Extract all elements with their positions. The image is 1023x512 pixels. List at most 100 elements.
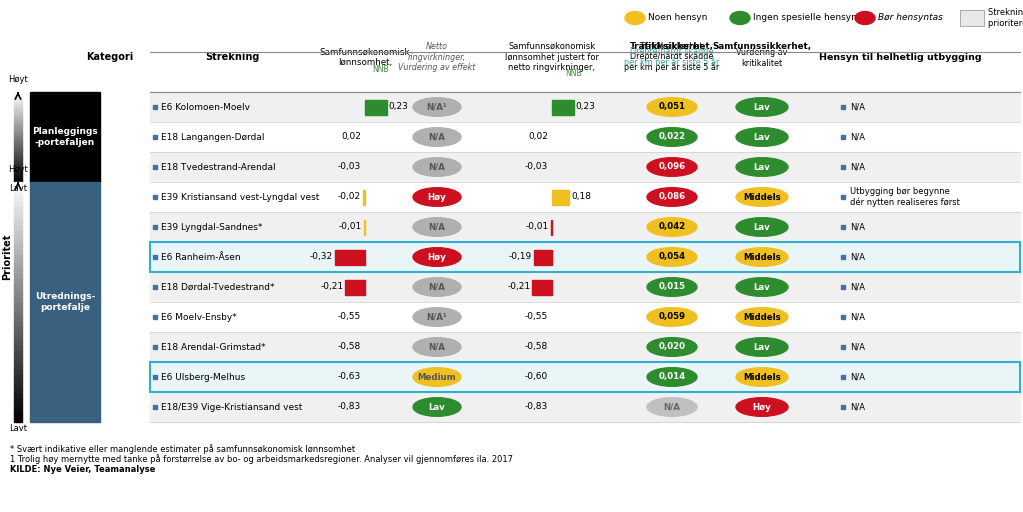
Text: Middels: Middels <box>743 373 781 381</box>
Bar <box>14 278 23 283</box>
Bar <box>14 288 23 292</box>
Text: E39 Kristiansand vest-Lyngdal vest: E39 Kristiansand vest-Lyngdal vest <box>161 193 319 202</box>
Bar <box>14 297 23 302</box>
Ellipse shape <box>730 11 750 25</box>
Bar <box>14 173 23 175</box>
Text: Drepte/hardt skadde
per km per år siste 5 år: Drepte/hardt skadde per km per år siste … <box>624 47 719 67</box>
Text: E6 Kolomoen-Moelv: E6 Kolomoen-Moelv <box>161 102 250 112</box>
Bar <box>14 166 23 167</box>
Ellipse shape <box>647 278 697 296</box>
Bar <box>14 164 23 166</box>
Bar <box>552 189 569 204</box>
Text: 0,02: 0,02 <box>528 133 548 141</box>
Bar <box>14 244 23 249</box>
Ellipse shape <box>413 338 461 356</box>
Ellipse shape <box>647 368 697 386</box>
Text: Planleggings
-portefaljen: Planleggings -portefaljen <box>32 127 98 147</box>
Text: E6 Ulsberg-Melhus: E6 Ulsberg-Melhus <box>161 373 246 381</box>
Bar <box>14 312 23 316</box>
Text: 0,23: 0,23 <box>576 102 595 112</box>
Bar <box>14 155 23 157</box>
Bar <box>14 235 23 240</box>
Text: Middels: Middels <box>743 252 781 262</box>
Bar <box>150 272 1020 302</box>
Ellipse shape <box>647 248 697 266</box>
Ellipse shape <box>736 158 788 176</box>
Text: Høyt: Høyt <box>8 75 28 84</box>
Text: N/A: N/A <box>429 283 445 291</box>
Bar <box>14 150 23 152</box>
Text: E39 Lyngdal-Sandnes*: E39 Lyngdal-Sandnes* <box>161 223 262 231</box>
Text: N/A: N/A <box>850 133 865 141</box>
Bar <box>14 137 23 139</box>
Bar <box>14 264 23 268</box>
Bar <box>14 240 23 244</box>
Text: N/A: N/A <box>664 402 680 412</box>
Text: E6 Moelv-Ensby*: E6 Moelv-Ensby* <box>161 312 236 322</box>
Text: 1 Trolig høy mernytte med tanke på forstørrelse av bo- og arbeidsmarkedsregioner: 1 Trolig høy mernytte med tanke på forst… <box>10 454 513 464</box>
Text: 0,015: 0,015 <box>659 283 685 291</box>
Bar <box>14 97 23 99</box>
Bar <box>14 108 23 110</box>
Ellipse shape <box>413 158 461 176</box>
Text: Strekninger som
prioriteres høyere: Strekninger som prioriteres høyere <box>988 8 1023 28</box>
Bar <box>150 332 1020 362</box>
Text: Middels: Middels <box>743 193 781 202</box>
Bar <box>14 340 23 345</box>
Text: Utrednings-
portefalje: Utrednings- portefalje <box>35 292 95 312</box>
Bar <box>14 383 23 389</box>
Bar <box>14 178 23 180</box>
Bar <box>14 104 23 106</box>
Text: Høy: Høy <box>428 252 446 262</box>
Text: Bør hensyntas: Bør hensyntas <box>878 13 943 23</box>
Text: -0,32: -0,32 <box>310 252 332 262</box>
Bar <box>14 124 23 126</box>
Bar <box>14 191 23 197</box>
Bar <box>150 242 1020 272</box>
Text: Kategori: Kategori <box>86 52 134 62</box>
Bar <box>150 182 1020 212</box>
Bar <box>14 374 23 379</box>
Text: Lav: Lav <box>754 102 770 112</box>
Text: -0,58: -0,58 <box>338 343 361 352</box>
Text: -0,21: -0,21 <box>320 283 344 291</box>
Bar <box>14 101 23 103</box>
Ellipse shape <box>736 218 788 237</box>
Ellipse shape <box>647 127 697 146</box>
Bar <box>14 162 23 164</box>
Ellipse shape <box>625 11 644 25</box>
Text: Lav: Lav <box>754 162 770 172</box>
Text: Samfunnsøkonomisk
lønnsomhet,: Samfunnsøkonomisk lønnsomhet, <box>320 47 410 67</box>
Text: 0,051: 0,051 <box>659 102 685 112</box>
Text: E18 Tvedestrand-Arendal: E18 Tvedestrand-Arendal <box>161 162 275 172</box>
Bar <box>14 389 23 393</box>
Text: 0,02: 0,02 <box>341 133 361 141</box>
Text: Trafikksikkerhet,: Trafikksikkerhet, <box>630 41 714 51</box>
Ellipse shape <box>647 188 697 206</box>
Text: -0,03: -0,03 <box>338 162 361 172</box>
Bar <box>14 159 23 160</box>
Ellipse shape <box>855 11 875 25</box>
Text: N/A: N/A <box>850 343 865 352</box>
Bar <box>14 326 23 331</box>
Text: -0,21: -0,21 <box>507 283 530 291</box>
Bar <box>150 362 1020 392</box>
Text: N/A: N/A <box>850 402 865 412</box>
Bar <box>14 201 23 206</box>
Text: Ingen spesielle hensyn: Ingen spesielle hensyn <box>753 13 857 23</box>
Bar <box>14 141 23 142</box>
Text: Samfunnssikkerhet,: Samfunnssikkerhet, <box>712 41 811 51</box>
Bar <box>14 171 23 173</box>
Bar <box>14 146 23 148</box>
Ellipse shape <box>413 188 461 206</box>
Bar <box>14 331 23 335</box>
Ellipse shape <box>647 158 697 176</box>
Bar <box>150 152 1020 182</box>
Bar <box>14 157 23 159</box>
Bar <box>14 417 23 422</box>
Bar <box>14 175 23 177</box>
Text: Medium: Medium <box>417 373 456 381</box>
Bar <box>14 180 23 182</box>
Bar <box>14 273 23 278</box>
Bar <box>345 280 365 294</box>
